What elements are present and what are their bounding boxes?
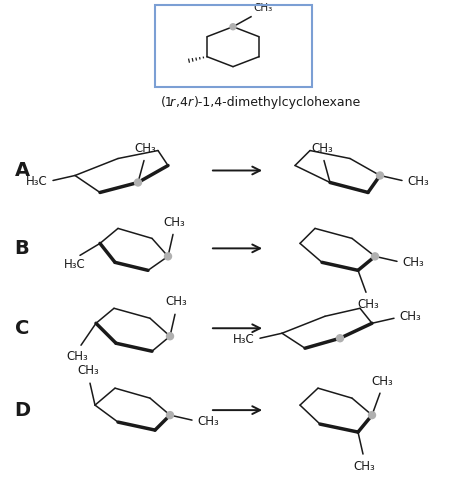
Text: CH₃: CH₃ [357,298,379,311]
Text: A: A [14,161,29,180]
Text: CH₃: CH₃ [403,256,425,269]
Circle shape [166,333,173,340]
Circle shape [376,172,383,179]
Circle shape [166,412,173,418]
Text: B: B [15,239,29,258]
Circle shape [164,253,172,260]
Text: CH₃: CH₃ [253,3,272,13]
Text: CH₃: CH₃ [67,350,89,363]
Circle shape [337,335,344,342]
Circle shape [368,412,375,418]
Text: CH₃: CH₃ [198,415,219,428]
Text: H₃C: H₃C [64,259,86,272]
Text: CH₃: CH₃ [371,375,393,387]
Bar [155,5,312,87]
Circle shape [372,253,379,260]
Text: CH₃: CH₃ [165,295,187,309]
Text: r: r [188,96,193,108]
Text: CH₃: CH₃ [400,311,421,324]
Text: ,4: ,4 [176,96,188,108]
Text: CH₃: CH₃ [408,175,429,188]
Text: (1: (1 [161,96,174,108]
Text: CH₃: CH₃ [135,142,156,155]
Text: CH₃: CH₃ [311,142,333,155]
Text: r: r [170,96,175,108]
Text: CH₃: CH₃ [354,460,375,473]
Text: H₃C: H₃C [26,175,47,188]
Text: C: C [15,319,29,338]
Text: D: D [14,400,30,419]
Text: H₃C: H₃C [232,333,254,346]
Text: CH₃: CH₃ [164,216,185,228]
Text: CH₃: CH₃ [78,364,100,377]
Text: )-1,4-dimethylcyclohexane: )-1,4-dimethylcyclohexane [194,96,361,108]
Circle shape [135,179,142,186]
Circle shape [230,24,236,30]
